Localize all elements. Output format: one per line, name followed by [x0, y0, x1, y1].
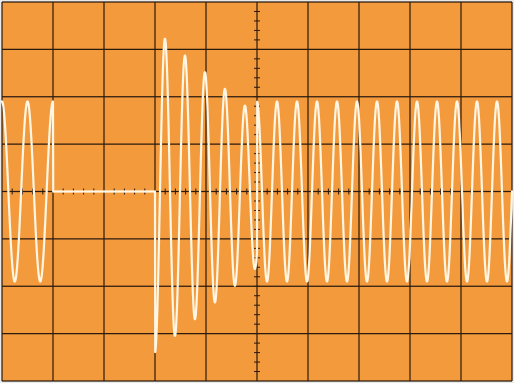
signal-trace [0, 37, 514, 354]
